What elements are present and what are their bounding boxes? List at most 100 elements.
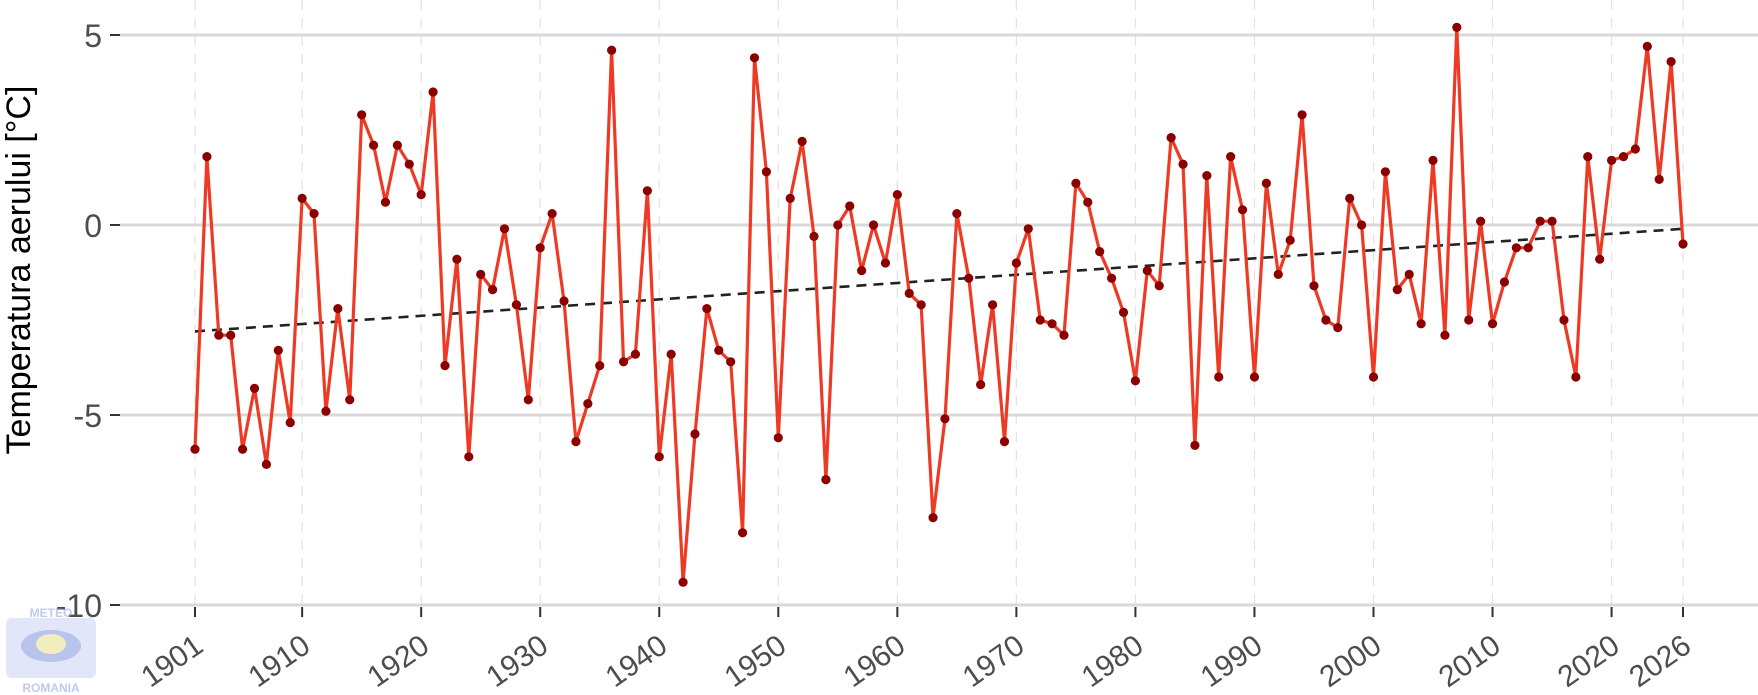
data-point (380, 197, 391, 207)
data-point (1464, 315, 1474, 325)
data-point (1142, 266, 1152, 276)
data-point (1559, 315, 1569, 325)
x-tick-label: 1920 (362, 629, 436, 694)
data-point (1678, 239, 1688, 249)
data-point (333, 304, 343, 314)
data-point (1261, 178, 1271, 188)
meteo-romania-logo: METEO ROMANIA (6, 606, 96, 695)
data-point (1535, 216, 1545, 226)
x-tick-label: 1930 (481, 629, 555, 694)
x-tick-label: 1901 (135, 629, 209, 694)
data-point (1059, 330, 1069, 340)
data-point (1309, 281, 1319, 291)
x-tick-label: 1940 (600, 629, 674, 694)
y-axis-ticks: 50-5-10 (56, 18, 120, 624)
data-point (737, 528, 748, 538)
data-point (952, 209, 962, 219)
data-point (428, 87, 438, 97)
data-point (1023, 224, 1033, 234)
data-point (1273, 269, 1283, 279)
data-point (630, 349, 641, 359)
grid (120, 0, 1758, 618)
data-point (1214, 372, 1224, 382)
data-point (464, 452, 474, 462)
data-point (1499, 277, 1510, 287)
logo-text-bottom: ROMANIA (22, 681, 80, 695)
data-point (1642, 41, 1652, 52)
data-point (392, 140, 402, 150)
data-point (452, 254, 462, 264)
data-point (940, 414, 950, 424)
data-point (1166, 133, 1176, 143)
y-tick-label: 5 (84, 18, 102, 54)
data-point (511, 300, 522, 310)
x-tick-label: 1970 (957, 629, 1031, 694)
data-point (976, 380, 986, 390)
data-point (928, 513, 938, 523)
data-point (1297, 110, 1307, 120)
data-point (797, 136, 807, 146)
data-point (761, 167, 771, 177)
logo-text-top: METEO (30, 606, 73, 620)
data-point (547, 209, 557, 219)
data-point (1356, 220, 1367, 230)
data-point (964, 273, 974, 283)
data-point (785, 193, 795, 203)
data-point (868, 220, 879, 230)
data-point (821, 475, 831, 485)
data-point (499, 224, 510, 234)
data-point (1178, 159, 1188, 169)
data-point (357, 110, 367, 120)
data-point (904, 288, 914, 298)
data-point (440, 361, 450, 371)
data-point (1154, 281, 1164, 291)
x-tick-label: 1990 (1195, 629, 1269, 694)
data-points-group (190, 22, 1688, 587)
data-point (1047, 319, 1057, 329)
data-point (261, 459, 272, 469)
data-point (1226, 152, 1236, 162)
data-point (1416, 319, 1426, 329)
data-point (1202, 171, 1212, 181)
data-point (999, 437, 1010, 447)
data-point (368, 140, 379, 150)
data-point (749, 53, 760, 63)
data-point (1606, 155, 1617, 165)
data-point (857, 266, 867, 276)
trend-line (194, 227, 1684, 333)
temperature-series-line (193, 25, 1685, 584)
data-point (714, 345, 724, 355)
data-point (345, 395, 355, 405)
data-point (1654, 174, 1664, 184)
data-point (559, 296, 569, 306)
series-group (193, 25, 1685, 584)
data-point (1380, 167, 1390, 177)
data-point (809, 231, 819, 241)
data-point (321, 406, 331, 416)
data-point (297, 193, 307, 203)
y-axis-title: Temperatura aerului [°C] (0, 86, 38, 455)
data-point (1547, 216, 1557, 226)
data-point (416, 190, 426, 200)
data-point (1285, 235, 1295, 245)
data-point (1523, 243, 1533, 253)
data-point (1630, 144, 1640, 154)
data-point (1083, 197, 1093, 207)
y-tick-label: 0 (84, 208, 102, 244)
x-tick-label: 2026 (1623, 629, 1697, 694)
data-point (571, 437, 581, 447)
x-tick-label: 2020 (1552, 629, 1626, 694)
data-point (1321, 315, 1331, 325)
data-point (249, 383, 260, 393)
data-point (535, 243, 545, 253)
data-point (1618, 152, 1629, 162)
data-point (833, 220, 843, 230)
data-point (916, 300, 926, 310)
data-point (1011, 258, 1021, 268)
data-point (1345, 193, 1355, 203)
data-point (202, 152, 212, 162)
data-point (1130, 376, 1141, 386)
data-point (690, 429, 700, 439)
data-point (488, 285, 498, 295)
